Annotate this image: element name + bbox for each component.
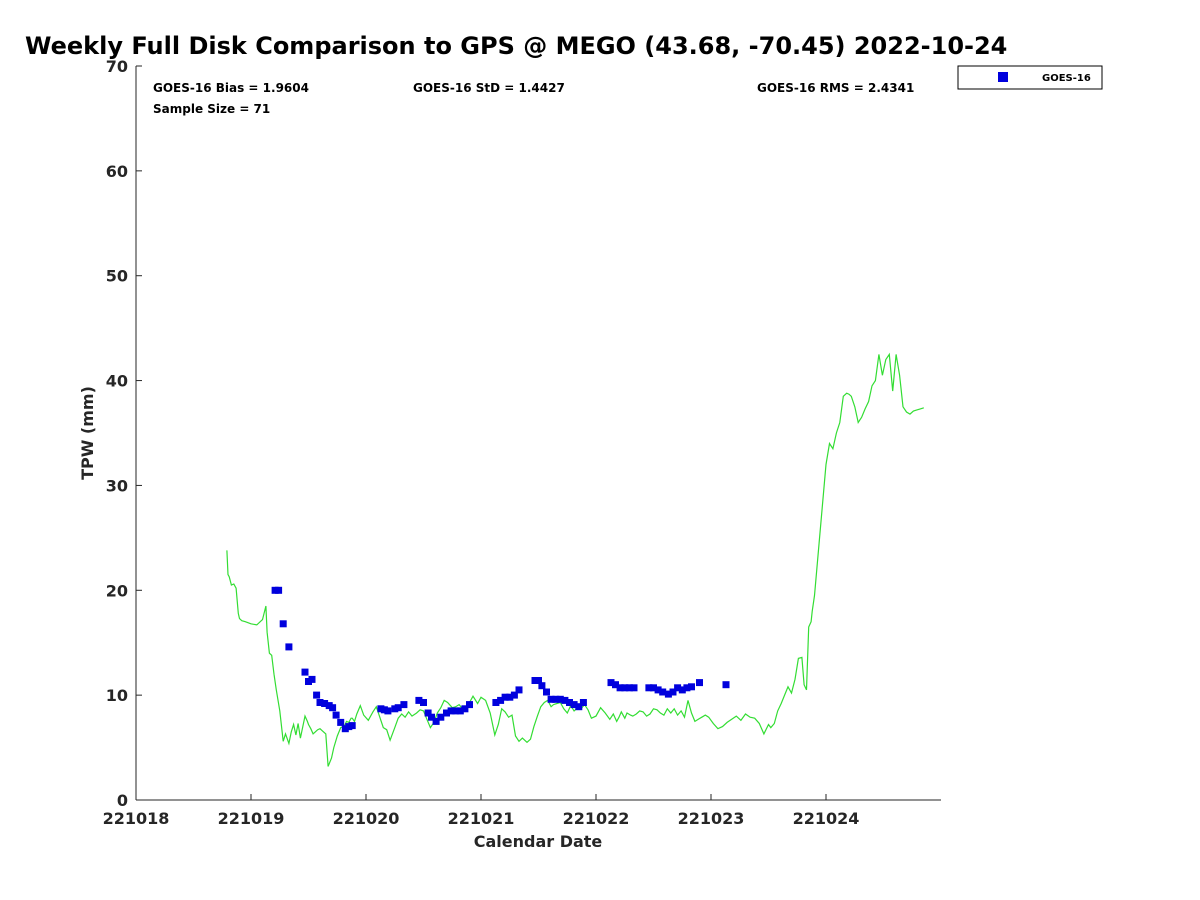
y-tick-label: 20	[106, 581, 128, 600]
y-tick-label: 0	[117, 791, 128, 810]
goes-16-point	[659, 688, 667, 696]
goes-16-point	[501, 693, 509, 701]
goes-16-point	[538, 682, 546, 690]
goes-16-point	[432, 717, 440, 725]
goes-16-point	[621, 684, 629, 692]
y-tick-label: 70	[106, 57, 128, 76]
goes-16-point	[443, 709, 450, 717]
x-tick-label: 221021	[448, 809, 515, 828]
legend: GOES-16	[957, 65, 1103, 90]
goes-16-point	[321, 700, 329, 707]
goes-16-point	[424, 709, 432, 717]
goes-16-point	[452, 707, 460, 715]
y-tick-label: 40	[106, 372, 128, 391]
axes: 0 10 20 30 40 50 60 70 221018 221019 221020 221021 2…	[103, 57, 941, 828]
goes-16-point	[497, 696, 505, 704]
goes-16-point	[722, 681, 730, 689]
goes-16-point	[437, 713, 445, 721]
goes-16-point	[607, 679, 615, 687]
goes-16-point	[674, 684, 682, 692]
goes-16-point	[543, 688, 550, 696]
goes-16-point	[696, 679, 703, 687]
goes-16-point	[645, 684, 653, 692]
stat-sample-size: Sample Size = 71	[153, 102, 270, 116]
goes-16-point	[552, 695, 560, 703]
goes-16-point	[515, 686, 523, 694]
goes-16-point	[316, 699, 324, 706]
goes-16-point	[384, 707, 392, 715]
goes-16-point	[575, 703, 583, 711]
goes-16-point	[510, 691, 518, 699]
x-tick-label: 221023	[678, 809, 745, 828]
goes-16-point	[332, 711, 340, 719]
goes-16-point	[313, 691, 321, 699]
goes-16-point	[561, 696, 569, 704]
goes-16-point	[547, 695, 555, 703]
goes-16-point	[654, 686, 662, 694]
stat-bias: GOES-16 Bias = 1.9604	[153, 81, 309, 95]
y-tick-label: 60	[106, 162, 128, 181]
x-tick-label: 221022	[563, 809, 630, 828]
goes-16-point	[308, 675, 316, 683]
goes-16-point	[348, 722, 356, 730]
x-tick-label: 221020	[333, 809, 400, 828]
goes-16-point	[337, 718, 345, 726]
goes-16-point	[420, 699, 427, 706]
goes-16-point	[612, 681, 619, 689]
legend-box	[957, 65, 1103, 90]
goes-16-point	[650, 684, 657, 692]
goes-16-point	[683, 684, 691, 692]
goes-16-point	[579, 699, 587, 706]
goes-16-point	[329, 704, 337, 712]
stat-std: GOES-16 StD = 1.4427	[413, 81, 565, 95]
goes-16-point	[466, 701, 473, 709]
x-tick-label: 221019	[218, 809, 285, 828]
goes-16-point	[688, 683, 695, 691]
y-tick-label: 10	[106, 686, 128, 705]
x-tick-label: 221018	[103, 809, 170, 828]
goes-16-point	[279, 620, 287, 628]
goes-16-point	[456, 707, 464, 715]
x-tick-label: 221024	[793, 809, 860, 828]
goes-16-point	[556, 695, 564, 703]
goes-16-point	[394, 704, 402, 712]
y-tick-label: 30	[106, 476, 128, 495]
goes-16-point	[400, 701, 408, 709]
goes-series	[271, 586, 730, 733]
y-tick-label: 50	[106, 267, 128, 286]
goes-16-point	[447, 707, 455, 715]
goes-16-point	[678, 686, 686, 694]
goes-16-point	[616, 684, 624, 692]
goes-16-point	[625, 684, 633, 692]
x-axis-label: Calendar Date	[474, 832, 603, 851]
goes-16-point	[275, 586, 283, 594]
legend-marker	[998, 72, 1008, 82]
goes-16-point	[669, 688, 677, 696]
goes-16-point	[492, 699, 500, 706]
goes-16-point	[664, 690, 672, 698]
goes-16-point	[570, 701, 578, 709]
goes-16-point	[285, 643, 293, 651]
goes-16-point	[415, 696, 423, 704]
goes-16-point	[428, 713, 435, 721]
goes-16-point	[506, 693, 514, 701]
goes-16-point	[630, 684, 638, 692]
stat-rms: GOES-16 RMS = 2.4341	[757, 81, 914, 95]
goes-16-point	[535, 677, 542, 684]
chart-title: Weekly Full Disk Comparison to GPS @ MEG…	[25, 32, 1007, 60]
legend-label: GOES-16	[1042, 73, 1091, 84]
goes-16-point	[566, 699, 573, 706]
goes-16-point	[301, 668, 309, 676]
goes-16-point	[461, 705, 469, 713]
y-axis-label: TPW (mm)	[78, 386, 97, 480]
